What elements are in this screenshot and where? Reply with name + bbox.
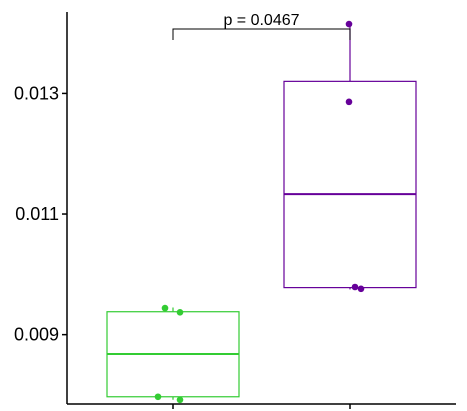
y-ticks: 0.009 0.011 0.013 (14, 83, 67, 345)
y-tick-label: 0.009 (14, 325, 59, 345)
y-tick-label: 0.013 (14, 83, 59, 103)
x-axis (67, 403, 456, 409)
data-point (176, 309, 184, 316)
y-tick-label: 0.011 (15, 204, 59, 224)
box (283, 80, 417, 289)
data-point (345, 98, 353, 106)
significance-bracket (172, 28, 351, 40)
data-point (345, 20, 353, 28)
x-ticks (172, 404, 351, 409)
data-point (154, 393, 162, 401)
box-group (283, 20, 417, 293)
data-point (357, 285, 365, 293)
data-point (176, 396, 184, 404)
box-group (106, 304, 240, 404)
data-point (351, 283, 359, 291)
data-point (161, 304, 169, 312)
p-value-label: p = 0.0467 (223, 12, 299, 29)
significance-annotation: p = 0.0467 (172, 12, 351, 40)
box-groups (106, 20, 417, 404)
y-axis: 0.009 0.011 0.013 (14, 12, 68, 404)
